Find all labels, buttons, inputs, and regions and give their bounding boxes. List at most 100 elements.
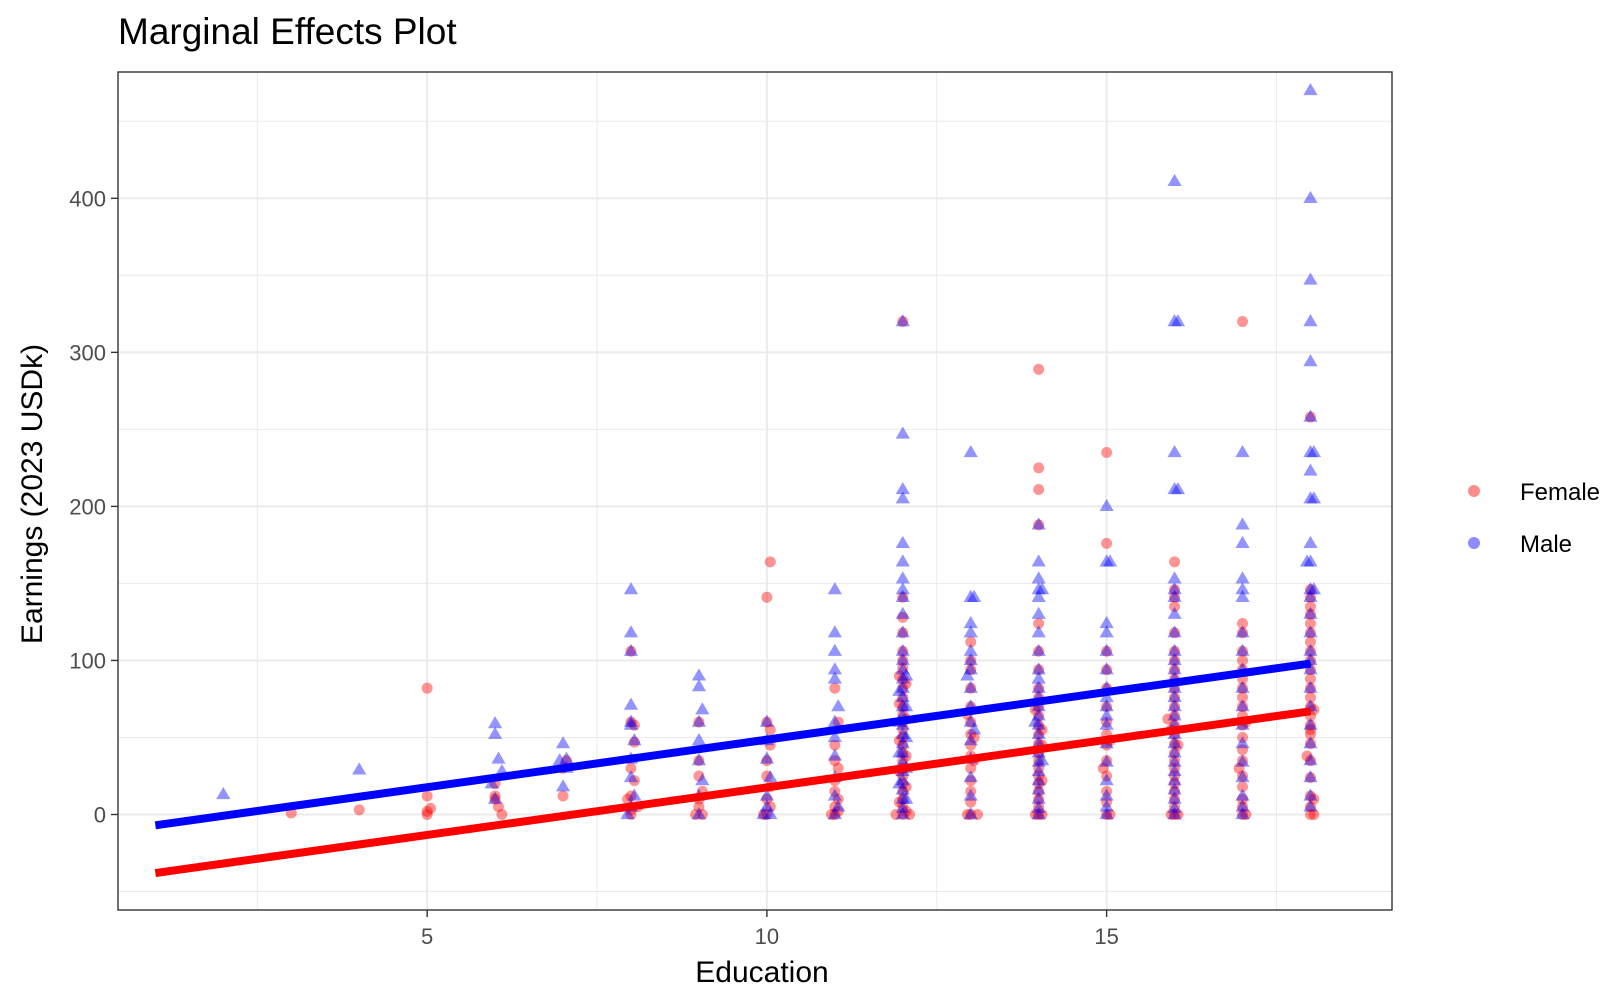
male-point (1031, 708, 1046, 721)
female-point (1033, 801, 1045, 813)
female-point (1237, 731, 1249, 743)
female-point (1169, 738, 1181, 750)
male-point (1235, 788, 1250, 801)
male-point (1031, 763, 1046, 777)
male-point (1303, 788, 1318, 801)
male-point (1235, 625, 1250, 638)
male-point (216, 786, 231, 800)
female-point (1033, 519, 1045, 531)
male-point (1099, 554, 1114, 567)
male-point (1099, 625, 1114, 638)
male-point (895, 606, 910, 619)
male-point (895, 800, 910, 813)
male-point (895, 754, 910, 767)
female-point (628, 719, 640, 731)
female-point (1033, 483, 1045, 495)
male-point (1031, 806, 1046, 820)
female-point (897, 793, 909, 805)
male-point (691, 668, 707, 681)
male-point (1303, 606, 1318, 619)
female-point (1033, 778, 1045, 790)
male-point (963, 788, 978, 801)
male-point (1031, 554, 1046, 567)
male-point (895, 571, 910, 584)
male-point (1235, 444, 1250, 458)
male-point (759, 788, 775, 801)
male-point (552, 753, 567, 766)
female-point (761, 716, 773, 728)
male-point (487, 716, 503, 729)
y-tick-label: 300 (69, 340, 106, 365)
female-point (961, 808, 973, 820)
male-point (895, 625, 910, 638)
female-point (757, 808, 769, 820)
male-point (895, 745, 910, 758)
male-point (895, 791, 910, 804)
female-point (1304, 601, 1316, 613)
female-point (1101, 755, 1113, 767)
male-point (691, 806, 707, 820)
male-point (1167, 625, 1182, 638)
female-point (1169, 584, 1181, 596)
male-point (1303, 354, 1318, 367)
female-point (1237, 808, 1249, 820)
female-point (421, 805, 433, 817)
female-point (421, 682, 433, 694)
female-point (965, 808, 977, 820)
female-point (1101, 645, 1113, 657)
male-point (623, 697, 639, 710)
male-point (1099, 806, 1114, 820)
female-point (1097, 762, 1109, 774)
male-point (620, 806, 635, 820)
female-point (1304, 645, 1316, 657)
male-point (627, 788, 642, 801)
male-point (1031, 671, 1046, 684)
female-point (690, 808, 702, 820)
female-point (832, 716, 844, 728)
female-point (1033, 785, 1045, 797)
male-point (1235, 582, 1250, 595)
female-point (1237, 793, 1249, 805)
female-point (1033, 755, 1045, 767)
male-point (691, 679, 707, 692)
female-point (1237, 691, 1249, 703)
female-point (1169, 627, 1181, 639)
female-point (622, 793, 634, 805)
male-point (1235, 571, 1250, 584)
female-point (1169, 747, 1181, 759)
male-point (1235, 680, 1250, 693)
female-point (761, 591, 773, 603)
female-point (1033, 719, 1045, 731)
male-fit-line (154, 659, 1312, 830)
male-point (623, 643, 639, 656)
female-point (1308, 793, 1320, 805)
male-point (627, 733, 642, 746)
female-point (1169, 691, 1181, 703)
male-point (763, 770, 778, 783)
y-axis: 0 100 200 300 400 (69, 186, 118, 827)
panel-border (117, 71, 1393, 911)
female-point (1169, 808, 1181, 820)
legend: Female Male (1468, 479, 1600, 558)
female-point (897, 662, 909, 674)
y-tick-label: 400 (69, 186, 106, 211)
female-point (1304, 808, 1316, 820)
female-point (1033, 762, 1045, 774)
male-point (759, 751, 775, 764)
female-point (625, 645, 637, 657)
male-point (899, 699, 914, 712)
male-point (1167, 481, 1182, 495)
female-point (900, 678, 912, 690)
legend-female-key (1468, 485, 1480, 497)
male-point (895, 491, 910, 504)
female-point (1172, 808, 1184, 820)
female-point (1033, 664, 1045, 676)
male-point (1303, 463, 1318, 476)
female-point (965, 796, 977, 808)
male-point (1031, 625, 1046, 638)
female-point (421, 790, 433, 802)
male-point (1167, 571, 1182, 584)
male-point (1303, 589, 1318, 602)
female-point (1304, 801, 1316, 813)
